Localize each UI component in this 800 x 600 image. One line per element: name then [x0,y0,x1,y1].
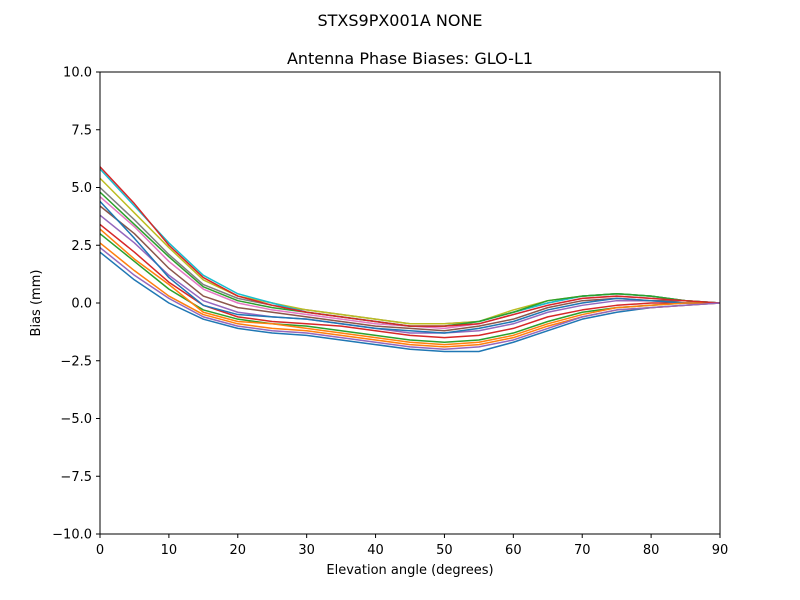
chart-title: Antenna Phase Biases: GLO-L1 [287,49,533,68]
y-tick-label: 7.5 [71,123,92,138]
y-tick-label: −2.5 [60,354,92,369]
chart-suptitle: STXS9PX001A NONE [317,11,482,30]
y-axis-label: Bias (mm) [29,270,44,337]
y-tick-label: 0.0 [71,297,92,312]
y-tick-label: −10.0 [52,528,92,543]
y-tick-label: −5.0 [60,412,92,427]
series-line [99,177,721,325]
x-tick-label: 80 [643,543,660,558]
x-tick-label: 10 [161,543,178,558]
x-tick-label: 20 [230,543,247,558]
x-axis-label: Elevation angle (degrees) [326,563,493,578]
x-tick-label: 30 [298,543,315,558]
series-line [99,166,721,327]
x-tick-label: 70 [574,543,591,558]
y-tick-label: 5.0 [71,181,92,196]
x-tick-label: 60 [505,543,522,558]
series-line [99,228,720,346]
x-axis: 0 10 20 30 40 50 60 70 80 90 [96,534,728,558]
series-layer [99,166,721,353]
series-line [99,200,720,334]
series-line [99,191,721,327]
series-line [99,214,720,334]
series-line [99,246,721,350]
y-axis: −10.0 −7.5 −5.0 −2.5 0.0 2.5 5.0 7.5 10.0 [52,66,100,543]
y-tick-label: 10.0 [63,66,92,81]
y-tick-label: 2.5 [71,239,92,254]
x-tick-label: 0 [96,543,104,558]
x-tick-label: 50 [436,543,453,558]
x-tick-label: 40 [367,543,384,558]
x-tick-label: 90 [712,543,729,558]
y-tick-label: −7.5 [60,470,92,485]
series-line [99,251,721,353]
series-line [99,168,721,327]
